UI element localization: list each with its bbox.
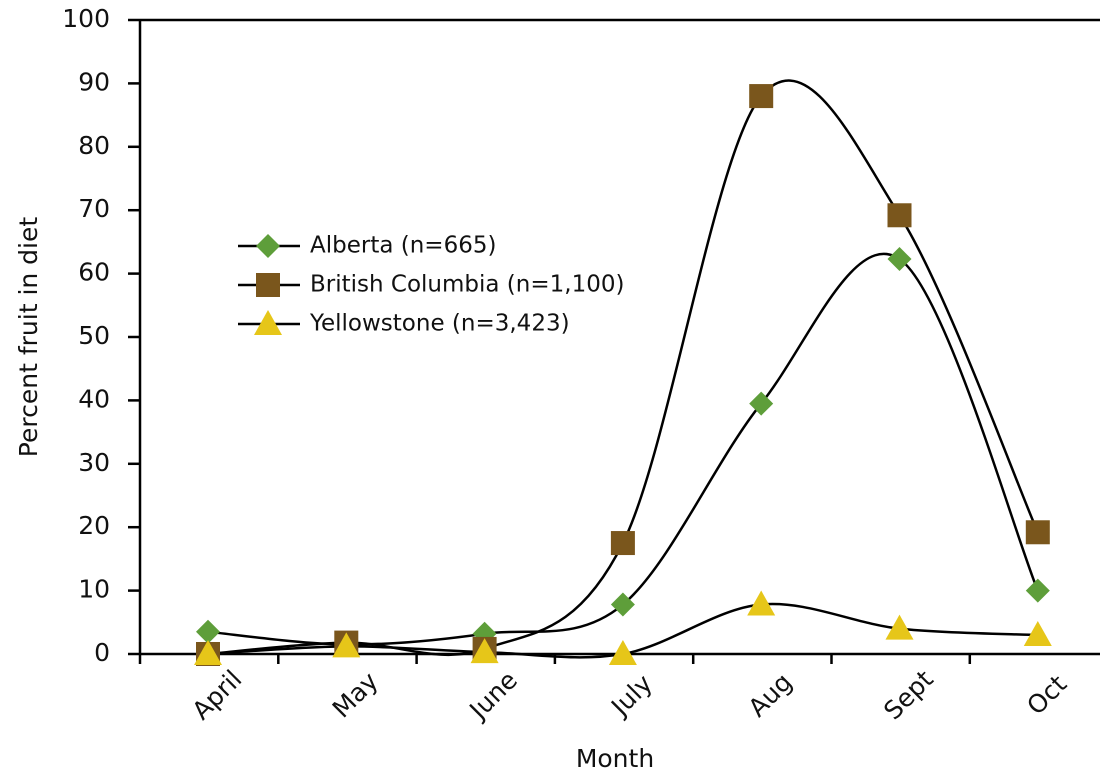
marker — [749, 391, 774, 416]
marker — [196, 619, 220, 644]
y-tick-label: 40 — [78, 384, 110, 413]
x-tick-label: Oct — [1021, 669, 1072, 720]
y-tick-label: 60 — [78, 258, 110, 287]
x-tick-label: May — [327, 666, 384, 723]
legend-marker — [256, 234, 280, 258]
x-tick-label: April — [186, 664, 247, 725]
legend-marker — [256, 273, 280, 297]
series-line — [207, 79, 1039, 657]
y-tick-label: 0 — [94, 638, 110, 667]
marker — [887, 203, 912, 228]
legend-marker — [254, 310, 282, 335]
x-tick-label: June — [463, 665, 523, 725]
y-tick-label: 20 — [78, 511, 110, 540]
y-tick-label: 80 — [78, 131, 110, 160]
y-tick-label: 30 — [78, 448, 110, 477]
marker — [747, 590, 776, 616]
x-axis-label: Month — [576, 744, 654, 773]
x-tick-label: Aug — [743, 667, 798, 722]
marker — [1023, 620, 1052, 646]
legend-label: British Columbia (n=1,100) — [310, 272, 624, 298]
marker — [887, 247, 912, 272]
marker — [608, 640, 637, 665]
marker — [749, 84, 774, 109]
y-tick-label: 100 — [62, 4, 110, 33]
marker — [332, 632, 361, 658]
y-tick-label: 50 — [78, 321, 110, 350]
marker — [470, 638, 499, 664]
marker — [610, 531, 635, 556]
y-tick-label: 90 — [78, 67, 110, 96]
marker — [194, 640, 222, 665]
y-tick-label: 10 — [78, 575, 110, 604]
x-tick-label: Sept — [878, 664, 939, 725]
marker — [1025, 578, 1050, 603]
marker — [885, 614, 914, 640]
marker — [610, 592, 635, 617]
legend-label: Alberta (n=665) — [310, 233, 496, 259]
legend-label: Yellowstone (n=3,423) — [309, 311, 570, 337]
marker — [1025, 520, 1050, 545]
y-tick-label: 70 — [78, 194, 110, 223]
y-axis-label: Percent fruit in diet — [14, 217, 43, 458]
x-tick-label: July — [604, 669, 658, 723]
